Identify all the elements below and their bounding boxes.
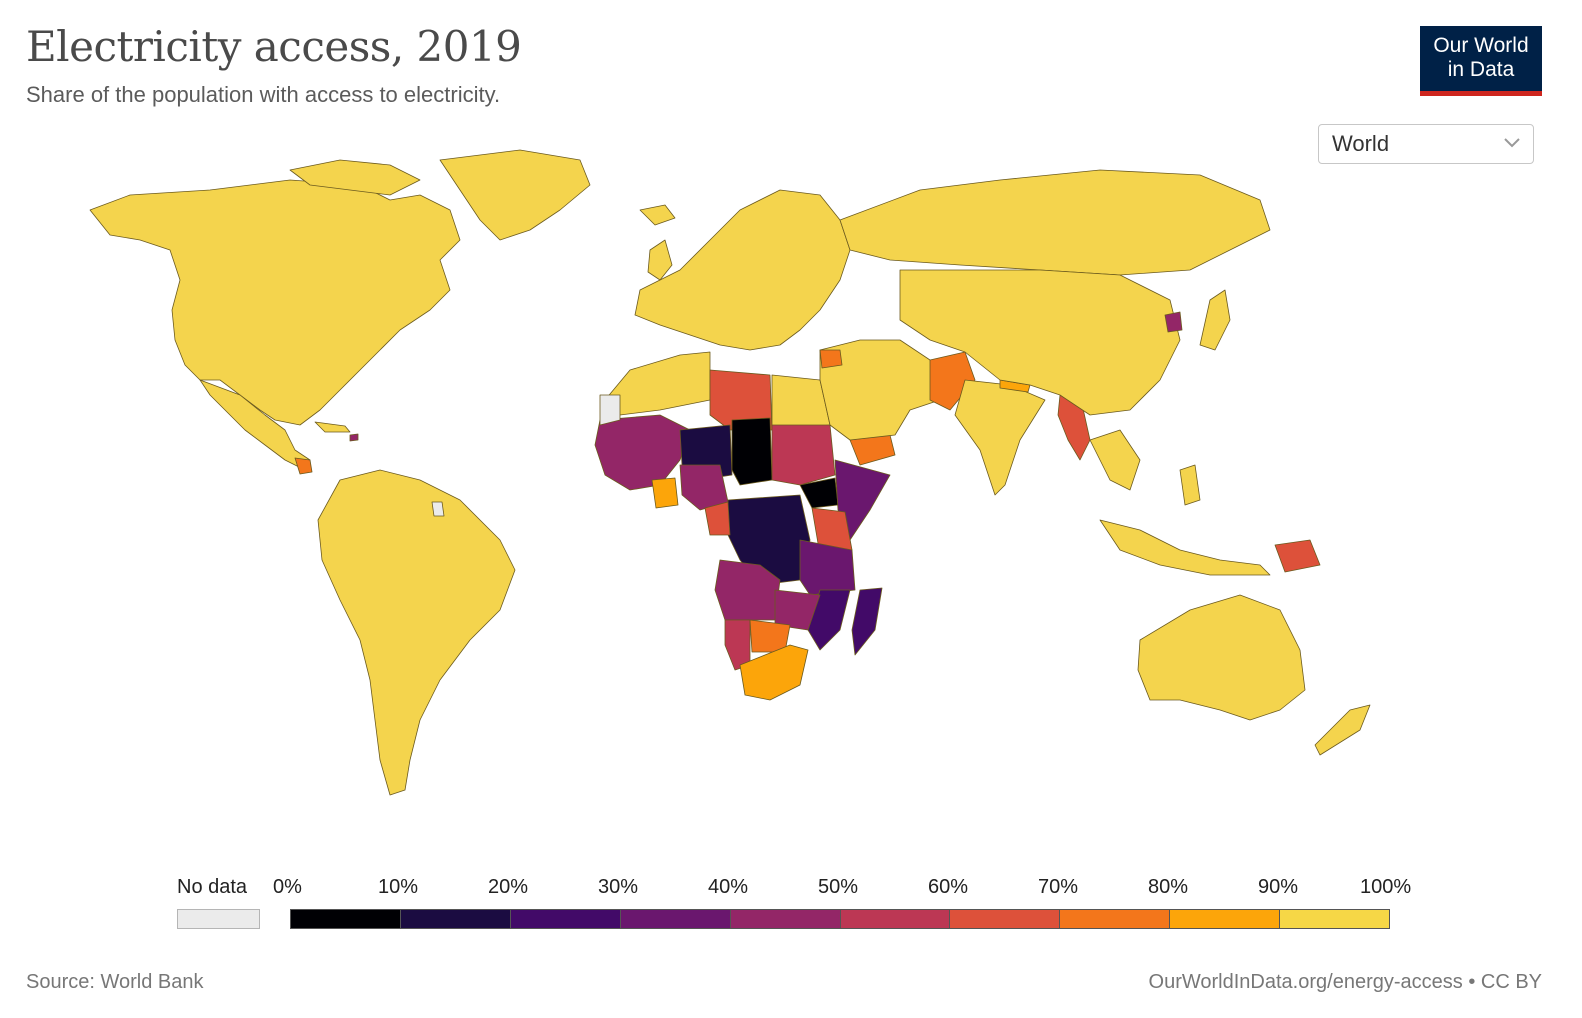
south-america[interactable] xyxy=(317,469,516,796)
europe[interactable] xyxy=(634,189,851,351)
legend-tick-60: 60% xyxy=(928,876,969,898)
indonesia[interactable] xyxy=(1099,519,1271,576)
nigeria[interactable] xyxy=(679,464,729,511)
arctic-islands[interactable] xyxy=(289,159,421,196)
world-map[interactable] xyxy=(60,140,1400,820)
philippines[interactable] xyxy=(1179,464,1201,506)
north-africa[interactable] xyxy=(604,351,711,416)
legend-tick-100: 100% xyxy=(1360,876,1412,898)
legend-tick-20: 20% xyxy=(488,876,529,898)
north-america[interactable] xyxy=(89,179,461,426)
haiti[interactable] xyxy=(349,433,359,442)
india[interactable] xyxy=(954,379,1046,496)
legend-no-data-swatch[interactable] xyxy=(177,909,260,929)
australia[interactable] xyxy=(1137,594,1306,721)
madagascar[interactable] xyxy=(851,587,883,656)
legend-tick-90: 90% xyxy=(1258,876,1299,898)
russia[interactable] xyxy=(839,169,1271,276)
logo-line-2: in Data xyxy=(1447,58,1515,81)
legend-bin-10-20[interactable] xyxy=(400,910,511,928)
guatemala[interactable] xyxy=(294,457,313,475)
legend-tick-80: 80% xyxy=(1148,876,1189,898)
papua-new-guinea[interactable] xyxy=(1274,539,1321,573)
source-note: Source: World Bank xyxy=(26,971,204,993)
central-asia-china[interactable] xyxy=(899,269,1181,416)
caribbean[interactable] xyxy=(314,421,351,433)
japan[interactable] xyxy=(1199,289,1231,351)
legend-color-bins xyxy=(290,909,1390,929)
legend-tick-10: 10% xyxy=(378,876,419,898)
syria[interactable] xyxy=(819,349,843,369)
southeast-asia[interactable] xyxy=(1089,429,1141,491)
region-select[interactable]: World xyxy=(1318,124,1534,164)
zambia-zimbabwe[interactable] xyxy=(774,589,821,631)
western-sahara[interactable] xyxy=(599,394,621,426)
cameroon[interactable] xyxy=(704,501,731,536)
legend-bin-50-60[interactable] xyxy=(840,910,951,928)
legend-bin-0-10[interactable] xyxy=(291,910,401,928)
legend-tick-40: 40% xyxy=(708,876,749,898)
owid-logo[interactable]: Our World in Data xyxy=(1420,26,1542,96)
uk[interactable] xyxy=(647,239,673,281)
source-url-link[interactable]: OurWorldInData.org/energy-access • CC BY xyxy=(1148,971,1542,993)
chart-subtitle: Share of the population with access to e… xyxy=(26,82,501,107)
logo-line-1: Our World xyxy=(1433,34,1529,57)
legend-bin-20-30[interactable] xyxy=(510,910,621,928)
ethiopia-somalia[interactable] xyxy=(834,459,891,541)
legend-bin-90-100[interactable] xyxy=(1280,910,1390,928)
legend-tick-50: 50% xyxy=(818,876,859,898)
legend-tick-70: 70% xyxy=(1038,876,1079,898)
chevron-down-icon xyxy=(1504,138,1520,148)
chart-title: Electricity access, 2019 xyxy=(26,22,522,71)
iceland[interactable] xyxy=(639,204,676,226)
sudan[interactable] xyxy=(771,424,836,486)
chad[interactable] xyxy=(731,417,773,486)
legend-bin-30-40[interactable] xyxy=(620,910,731,928)
greenland[interactable] xyxy=(439,149,591,241)
french-guiana[interactable] xyxy=(431,501,445,517)
legend-bin-70-80[interactable] xyxy=(1060,910,1171,928)
middle-east[interactable] xyxy=(819,339,941,441)
north-korea[interactable] xyxy=(1164,311,1183,333)
legend-bin-40-50[interactable] xyxy=(730,910,841,928)
new-zealand[interactable] xyxy=(1314,704,1371,756)
legend-no-data-label: No data xyxy=(177,876,248,898)
south-africa[interactable] xyxy=(739,644,809,701)
region-select-value: World xyxy=(1332,131,1390,156)
west-africa[interactable] xyxy=(594,414,691,491)
legend-tick-30: 30% xyxy=(598,876,639,898)
legend-bin-80-90[interactable] xyxy=(1170,910,1281,928)
legend-bin-60-70[interactable] xyxy=(950,910,1061,928)
ghana-region[interactable] xyxy=(651,477,679,509)
legend-tick-0: 0% xyxy=(273,876,302,898)
